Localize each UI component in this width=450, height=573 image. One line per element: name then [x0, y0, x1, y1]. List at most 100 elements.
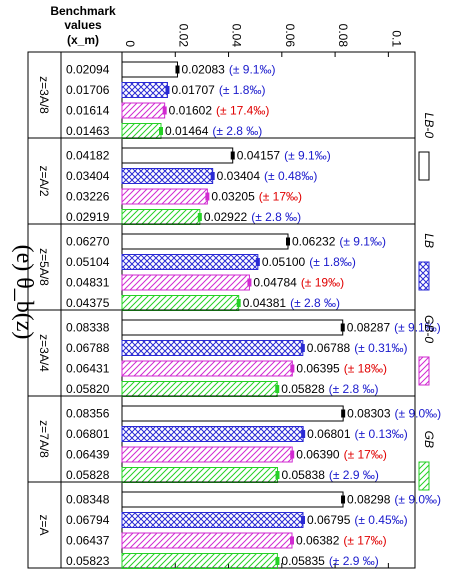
bar: [121, 254, 259, 270]
bar: [121, 381, 278, 397]
bar-value-label: 0.04784: [253, 276, 297, 290]
bar-value-label: 0.04381: [243, 296, 287, 310]
bar-error-label: (± 17‰): [344, 448, 387, 462]
bar: [121, 426, 304, 442]
benchmark-value: 0.01706: [66, 83, 110, 97]
bar-error-label: (± 2.8 ‰): [290, 296, 340, 310]
bar: [121, 61, 178, 78]
benchmark-value: 0.01463: [66, 124, 110, 138]
x-tick-label: 0.02: [176, 24, 190, 48]
benchmark-value: 0.05820: [66, 382, 110, 396]
bar: [121, 553, 278, 569]
bar-error-label: (± 2.9 ‰): [329, 554, 379, 568]
bar-value-label: 0.02083: [181, 63, 225, 77]
bar-error-label: (± 18‰): [344, 362, 387, 376]
bar-value-label: 0.03205: [211, 190, 255, 204]
benchmark-value: 0.01614: [66, 104, 110, 118]
legend-swatch: [418, 261, 430, 291]
benchmark-value: 0.06437: [66, 534, 110, 548]
bar: [121, 467, 279, 483]
group-label: z=7A/8: [37, 420, 51, 458]
bar: [121, 512, 304, 528]
bar-error-label: (± 0.13‰): [355, 427, 408, 441]
bar-value-label: 0.02922: [204, 210, 248, 224]
bar-error-label: (± 19‰): [301, 276, 344, 290]
legend-label: LB: [422, 233, 436, 248]
bar: [121, 360, 293, 377]
benchmark-value: 0.04182: [66, 149, 110, 163]
legend-swatch: [418, 461, 430, 491]
legend-label: GB: [422, 431, 436, 448]
legend-label: GB-0: [422, 315, 436, 343]
benchmark-header-line1: Benchmark: [50, 4, 116, 18]
bar-value-label: 0.05838: [282, 468, 326, 482]
group-label: z=A: [37, 514, 51, 535]
group-label: z=5A/8: [37, 248, 51, 286]
legend-label: LB-0: [422, 113, 436, 139]
bar-error-label: (± 0.45‰): [354, 513, 407, 527]
bar-error-label: (± 9.1‰): [394, 321, 441, 335]
bar-value-label: 0.06382: [296, 534, 340, 548]
group-label: z=3A/4: [37, 334, 51, 372]
bar-error-label: (± 9.1‰): [284, 149, 331, 163]
bar-value-label: 0.06395: [296, 362, 340, 376]
bar: [121, 295, 240, 311]
bar-value-label: 0.01464: [165, 124, 209, 138]
bar: [121, 168, 214, 184]
benchmark-value: 0.08338: [66, 321, 110, 335]
x-tick-label: 0.1: [389, 30, 403, 47]
benchmark-value: 0.06801: [66, 427, 110, 441]
bar: [121, 123, 162, 139]
benchmark-header-line2: values: [64, 18, 102, 32]
bar: [121, 102, 166, 119]
x-tick-label: 0.04: [230, 24, 244, 48]
bar-error-label: (± 17‰): [343, 534, 386, 548]
bar-error-label: (± 2.8 ‰): [212, 124, 262, 138]
bar: [121, 233, 289, 250]
bar-value-label: 0.03404: [217, 169, 261, 183]
bar-error-label: (± 2.8 ‰): [329, 382, 379, 396]
bar-error-label: (± 0.48‰): [264, 169, 317, 183]
bar-error-label: (± 17.4‰): [216, 104, 269, 118]
benchmark-value: 0.02094: [66, 63, 110, 77]
bar: [121, 532, 293, 549]
benchmark-value: 0.05828: [66, 468, 110, 482]
bar: [121, 209, 201, 225]
benchmark-value: 0.04831: [66, 276, 110, 290]
bar-value-label: 0.06788: [307, 341, 351, 355]
bar-error-label: (± 1.8‰): [309, 255, 356, 269]
bar-error-label: (± 17‰): [259, 190, 302, 204]
bar: [121, 319, 344, 336]
bar-value-label: 0.05828: [281, 382, 325, 396]
chart-title: (e) θ_b(z): [11, 245, 37, 340]
bar-value-label: 0.08298: [347, 493, 391, 507]
bar-error-label: (± 2.9 ‰): [329, 468, 379, 482]
benchmark-value: 0.03226: [66, 190, 110, 204]
benchmark-value: 0.06439: [66, 448, 110, 462]
bar-error-label: (± 9.1‰): [229, 63, 276, 77]
x-tick-label: 0: [123, 40, 137, 47]
benchmark-value: 0.06794: [66, 513, 110, 527]
bar-value-label: 0.06795: [307, 513, 351, 527]
bar-value-label: 0.04157: [237, 149, 281, 163]
bar-error-label: (± 9.0‰): [395, 407, 442, 421]
benchmark-value: 0.05823: [66, 554, 110, 568]
bar: [121, 446, 293, 463]
bar-error-label: (± 1.8‰): [219, 83, 266, 97]
bar-value-label: 0.08303: [347, 407, 391, 421]
benchmark-value: 0.08348: [66, 493, 110, 507]
bar-value-label: 0.05100: [262, 255, 306, 269]
bar: [121, 274, 250, 291]
bar: [121, 405, 344, 422]
benchmark-value: 0.06270: [66, 235, 110, 249]
bar: [121, 491, 344, 508]
benchmark-value: 0.08356: [66, 407, 110, 421]
bar-value-label: 0.06232: [292, 235, 336, 249]
benchmark-value: 0.04375: [66, 296, 110, 310]
bar: [121, 147, 234, 164]
bar-value-label: 0.01602: [169, 104, 213, 118]
benchmark-value: 0.02919: [66, 210, 110, 224]
x-tick-label: 0.08: [336, 24, 350, 48]
bar: [121, 82, 168, 98]
bar-error-label: (± 0.31‰): [354, 341, 407, 355]
